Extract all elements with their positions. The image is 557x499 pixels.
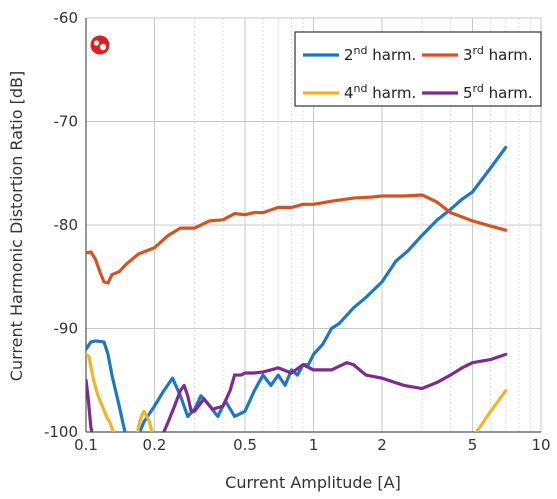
y-tick-label: -60 <box>54 9 79 27</box>
axes <box>85 18 541 433</box>
data-series <box>86 145 508 432</box>
legend-label: 5rd harm. <box>463 82 533 102</box>
series-line <box>86 378 94 432</box>
y-tick-label: -100 <box>44 423 78 441</box>
x-tick-label: 0.5 <box>233 436 257 454</box>
x-tick-label: 5 <box>468 436 478 454</box>
x-tick-label: 2 <box>377 436 387 454</box>
series-5-harmonic <box>86 352 508 432</box>
series-4-harmonic <box>86 352 508 432</box>
series-line <box>86 193 508 285</box>
series-line <box>86 145 508 432</box>
record-icon <box>90 35 110 55</box>
legend: 2nd harm. 3rd harm. 4nd harm. 5rd harm. <box>294 31 542 107</box>
x-tick-label: 0.2 <box>143 436 167 454</box>
legend-label: 2nd harm. <box>344 44 416 64</box>
x-tick-label: 1 <box>309 436 319 454</box>
series-line <box>162 352 508 432</box>
y-tick-label: -80 <box>54 216 79 234</box>
x-axis-label: Current Amplitude [A] <box>225 473 401 492</box>
series-3-harmonic <box>86 193 508 285</box>
y-axis-label: Current Harmonic Distortion Ratio [dB] <box>7 71 26 381</box>
series-2-harmonic <box>86 145 508 432</box>
legend-label: 4nd harm. <box>344 82 416 102</box>
series-line <box>86 352 116 432</box>
y-tick-label: -90 <box>54 320 79 338</box>
series-line <box>136 409 154 432</box>
y-tick-label: -70 <box>54 113 79 131</box>
tick-labels: 0.1 0.2 0.5 1 2 5 10 -60 -70 -80 -90 -100 <box>44 9 551 454</box>
series-line <box>474 389 508 432</box>
legend-label: 3rd harm. <box>463 44 533 64</box>
x-tick-label: 0.1 <box>74 436 98 454</box>
x-tick-label: 10 <box>531 436 550 454</box>
